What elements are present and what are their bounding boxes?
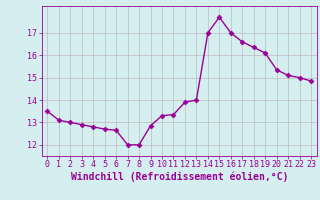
X-axis label: Windchill (Refroidissement éolien,°C): Windchill (Refroidissement éolien,°C) [70,172,288,182]
